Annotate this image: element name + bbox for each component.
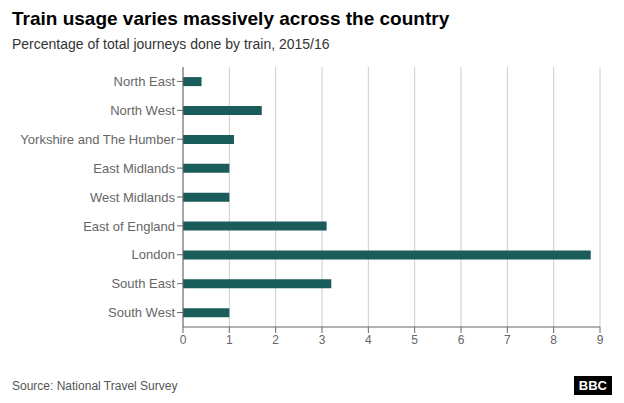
- svg-text:London: London: [132, 247, 175, 262]
- svg-text:4: 4: [365, 333, 372, 347]
- svg-text:6: 6: [458, 333, 465, 347]
- svg-text:5: 5: [411, 333, 418, 347]
- svg-text:0: 0: [180, 333, 187, 347]
- svg-text:Yorkshire and The Humber: Yorkshire and The Humber: [20, 132, 175, 147]
- svg-text:East of England: East of England: [83, 219, 175, 234]
- svg-text:3: 3: [319, 333, 326, 347]
- svg-text:East Midlands: East Midlands: [93, 161, 175, 176]
- html-text:BBC: BBC: [578, 378, 607, 393]
- html-text:Train usage varies massively a: Train usage varies massively across the …: [12, 8, 450, 29]
- svg-text:North West: North West: [110, 103, 175, 118]
- svg-text:1: 1: [226, 333, 233, 347]
- html-text:Percentage of total journeys d: Percentage of total journeys done by tra…: [12, 36, 330, 52]
- svg-text:North East: North East: [114, 74, 176, 89]
- svg-text:West Midlands: West Midlands: [90, 190, 176, 205]
- svg-text:7: 7: [504, 333, 511, 347]
- svg-text:2: 2: [272, 333, 279, 347]
- svg-text:South East: South East: [111, 276, 175, 291]
- html-text:Source: National Travel Survey: Source: National Travel Survey: [12, 379, 178, 393]
- svg-text:South West: South West: [108, 305, 175, 320]
- svg-text:8: 8: [550, 333, 557, 347]
- svg-text:9: 9: [597, 333, 604, 347]
